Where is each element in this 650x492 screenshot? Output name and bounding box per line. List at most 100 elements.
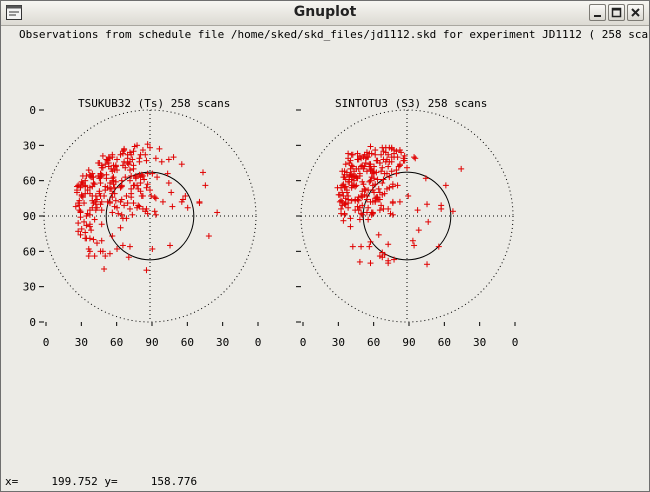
scan-point bbox=[126, 177, 133, 184]
scan-point bbox=[380, 156, 387, 163]
scan-point bbox=[354, 175, 361, 182]
scan-point bbox=[354, 156, 361, 163]
plot-canvas[interactable]: Observations from schedule file /home/sk… bbox=[1, 26, 649, 466]
scan-point bbox=[82, 229, 89, 236]
scan-point bbox=[129, 211, 136, 218]
scan-point bbox=[75, 220, 82, 227]
scan-point bbox=[415, 227, 422, 234]
scan-point bbox=[125, 161, 132, 168]
y-tick-label: 60 bbox=[23, 175, 36, 188]
scan-point bbox=[152, 195, 159, 202]
scan-point bbox=[97, 201, 104, 208]
scan-point bbox=[142, 208, 149, 215]
scan-point bbox=[98, 221, 105, 228]
scan-point bbox=[73, 187, 80, 194]
scan-point bbox=[141, 176, 148, 183]
close-button[interactable] bbox=[627, 4, 644, 21]
scan-point bbox=[103, 171, 110, 178]
scan-point bbox=[126, 167, 133, 174]
scan-point bbox=[85, 253, 92, 260]
scan-point bbox=[362, 160, 369, 166]
scan-point bbox=[91, 253, 98, 260]
scan-point bbox=[130, 162, 137, 169]
elevation-ring bbox=[362, 171, 452, 261]
scan-point bbox=[424, 261, 431, 268]
scan-point bbox=[97, 180, 104, 187]
scan-point bbox=[91, 216, 98, 223]
y-tick-label: 0 bbox=[29, 316, 36, 329]
scan-point bbox=[383, 170, 390, 177]
x-tick-label: 30 bbox=[216, 336, 229, 349]
scan-point bbox=[378, 151, 385, 158]
x-tick-label: 0 bbox=[512, 336, 519, 349]
scan-point bbox=[119, 150, 126, 157]
scan-point bbox=[117, 184, 124, 191]
scan-point bbox=[352, 207, 359, 214]
scan-point bbox=[89, 170, 96, 177]
scan-point bbox=[105, 154, 112, 161]
scan-point bbox=[104, 198, 111, 205]
scan-point bbox=[78, 192, 85, 199]
scan-point bbox=[91, 181, 98, 188]
y-tick-label: 90 bbox=[23, 210, 36, 223]
scan-point bbox=[409, 237, 416, 244]
scan-point bbox=[137, 151, 144, 158]
scan-point bbox=[82, 235, 89, 242]
scan-point bbox=[365, 204, 372, 211]
scan-point bbox=[114, 156, 121, 163]
scan-point bbox=[82, 177, 89, 184]
scan-point bbox=[158, 158, 165, 165]
scan-point bbox=[151, 208, 158, 215]
scan-point bbox=[126, 243, 133, 250]
scan-point bbox=[86, 223, 93, 230]
scan-point bbox=[351, 177, 357, 184]
scan-point bbox=[144, 141, 151, 148]
scan-point bbox=[84, 187, 91, 194]
scan-point bbox=[379, 249, 386, 256]
scan-point bbox=[117, 198, 124, 205]
scan-point bbox=[400, 155, 407, 162]
scan-point bbox=[98, 237, 105, 244]
scan-point bbox=[143, 267, 150, 274]
scan-point bbox=[367, 238, 374, 245]
scan-point bbox=[404, 164, 410, 171]
scan-point bbox=[398, 149, 405, 156]
scan-point bbox=[112, 162, 119, 169]
scan-point bbox=[348, 197, 355, 204]
scan-point bbox=[182, 192, 189, 199]
scan-point bbox=[169, 203, 176, 210]
scan-point bbox=[109, 151, 116, 158]
scan-point bbox=[412, 155, 419, 162]
scan-point bbox=[352, 183, 359, 190]
scan-point bbox=[363, 149, 370, 156]
x-tick-label: 30 bbox=[473, 336, 486, 349]
scan-point bbox=[165, 156, 172, 163]
scan-point bbox=[367, 177, 374, 184]
scan-point bbox=[363, 196, 370, 203]
y-tick-label: 30 bbox=[23, 281, 36, 294]
scan-point bbox=[96, 188, 103, 195]
scan-point bbox=[438, 202, 445, 209]
scan-point bbox=[375, 185, 382, 192]
scan-point bbox=[148, 192, 155, 199]
scan-point bbox=[345, 150, 352, 157]
scan-point bbox=[144, 181, 151, 188]
scan-point bbox=[369, 168, 376, 175]
scan-point bbox=[119, 242, 126, 249]
scan-point bbox=[77, 208, 84, 215]
scan-point bbox=[129, 156, 136, 163]
x-tick-label: 60 bbox=[367, 336, 380, 349]
titlebar[interactable]: Gnuplot bbox=[1, 1, 649, 26]
scan-point bbox=[90, 236, 97, 243]
scan-point bbox=[373, 157, 380, 164]
scan-point bbox=[114, 204, 121, 211]
scan-point bbox=[85, 167, 92, 174]
scan-point bbox=[385, 260, 392, 267]
scan-point bbox=[371, 169, 378, 176]
x-label: x= bbox=[5, 475, 19, 488]
minimize-button[interactable] bbox=[589, 4, 606, 21]
scan-point bbox=[149, 245, 156, 252]
maximize-button[interactable] bbox=[608, 4, 625, 21]
scan-point bbox=[97, 248, 104, 255]
